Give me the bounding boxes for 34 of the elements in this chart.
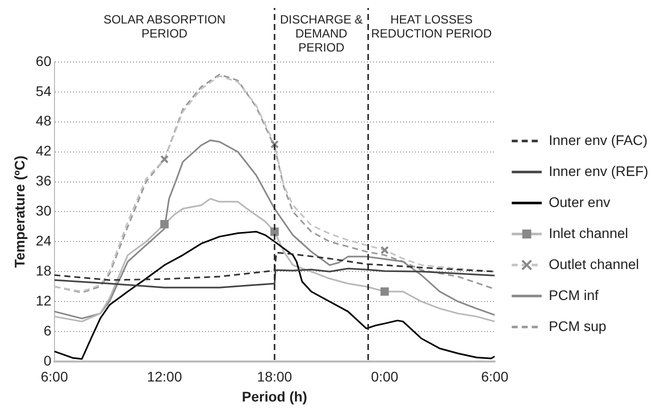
text: HEAT LOSSES REDUCTION PERIOD: [371, 12, 492, 40]
y-axis-title: Temperature (ºC): [11, 156, 28, 268]
y-tick-label: 0: [44, 352, 52, 368]
legend-label: Inner env (REF): [548, 162, 648, 179]
y-tick-label: 60: [36, 52, 52, 69]
y-tick-label: 24: [36, 232, 52, 248]
legend-label: Inner env (FAC): [548, 132, 648, 148]
legend-label: Outer env: [548, 194, 610, 210]
point: [160, 220, 169, 228]
y-tick-label: 30: [36, 202, 52, 219]
x-tick-label: 6:00: [481, 368, 509, 385]
point: [270, 227, 279, 236]
y-tick-label: 42: [36, 142, 52, 159]
y-tick-label: 54: [36, 82, 52, 99]
legend-label: Inlet channel: [548, 224, 628, 241]
x-tick-label: 0:00: [371, 368, 398, 385]
y-tick-label: 36: [36, 172, 52, 189]
point: [160, 155, 169, 164]
y-tick-label: 18: [36, 262, 52, 278]
x-tick-label: 18:00: [257, 368, 292, 385]
point: [270, 140, 279, 149]
text: SOLAR ABSORPTION PERIOD: [103, 12, 226, 40]
y-tick-label: 12: [36, 292, 52, 308]
legend-label: PCM sup: [548, 318, 607, 334]
text: DISCHARGE & DEMAND PERIOD: [280, 12, 363, 54]
legend-label: PCM inf: [548, 286, 599, 303]
legend-label: Outlet channel: [548, 256, 640, 272]
y-tick-label: 6: [44, 322, 52, 338]
point: [380, 246, 389, 254]
y-tick-label: 48: [36, 112, 52, 129]
x-tick-label: 12:00: [146, 368, 182, 385]
point: [380, 287, 389, 296]
x-axis-title: Period (h): [242, 388, 308, 404]
x-tick-label: 6:00: [40, 368, 68, 385]
